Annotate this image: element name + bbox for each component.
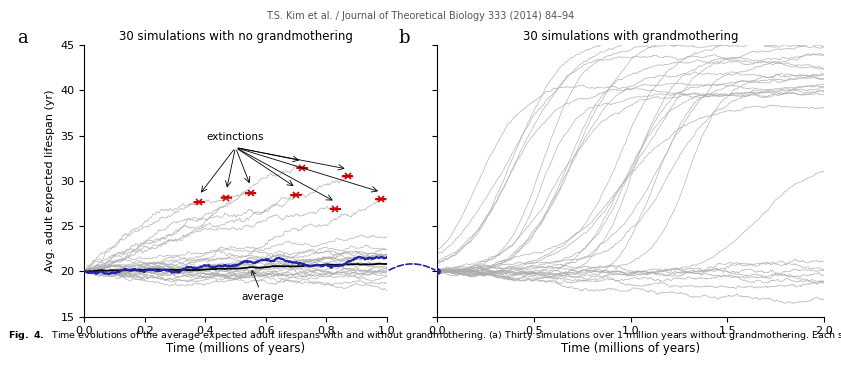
Text: extinctions: extinctions xyxy=(207,132,264,142)
Title: 30 simulations with grandmothering: 30 simulations with grandmothering xyxy=(523,30,738,43)
X-axis label: Time (millions of years): Time (millions of years) xyxy=(166,342,305,355)
X-axis label: Time (millions of years): Time (millions of years) xyxy=(561,342,701,355)
Y-axis label: Avg. adult expected lifespan (yr): Avg. adult expected lifespan (yr) xyxy=(45,90,55,272)
Text: a: a xyxy=(18,29,29,47)
Text: $\bf{Fig.\ 4.}$  Time evolutions of the average expected adult lifespans with an: $\bf{Fig.\ 4.}$ Time evolutions of the a… xyxy=(8,328,841,343)
Text: T.S. Kim et al. / Journal of Theoretical Biology 333 (2014) 84–94: T.S. Kim et al. / Journal of Theoretical… xyxy=(267,11,574,21)
Text: b: b xyxy=(399,29,410,47)
Text: average: average xyxy=(241,271,284,302)
Title: 30 simulations with no grandmothering: 30 simulations with no grandmothering xyxy=(119,30,352,43)
